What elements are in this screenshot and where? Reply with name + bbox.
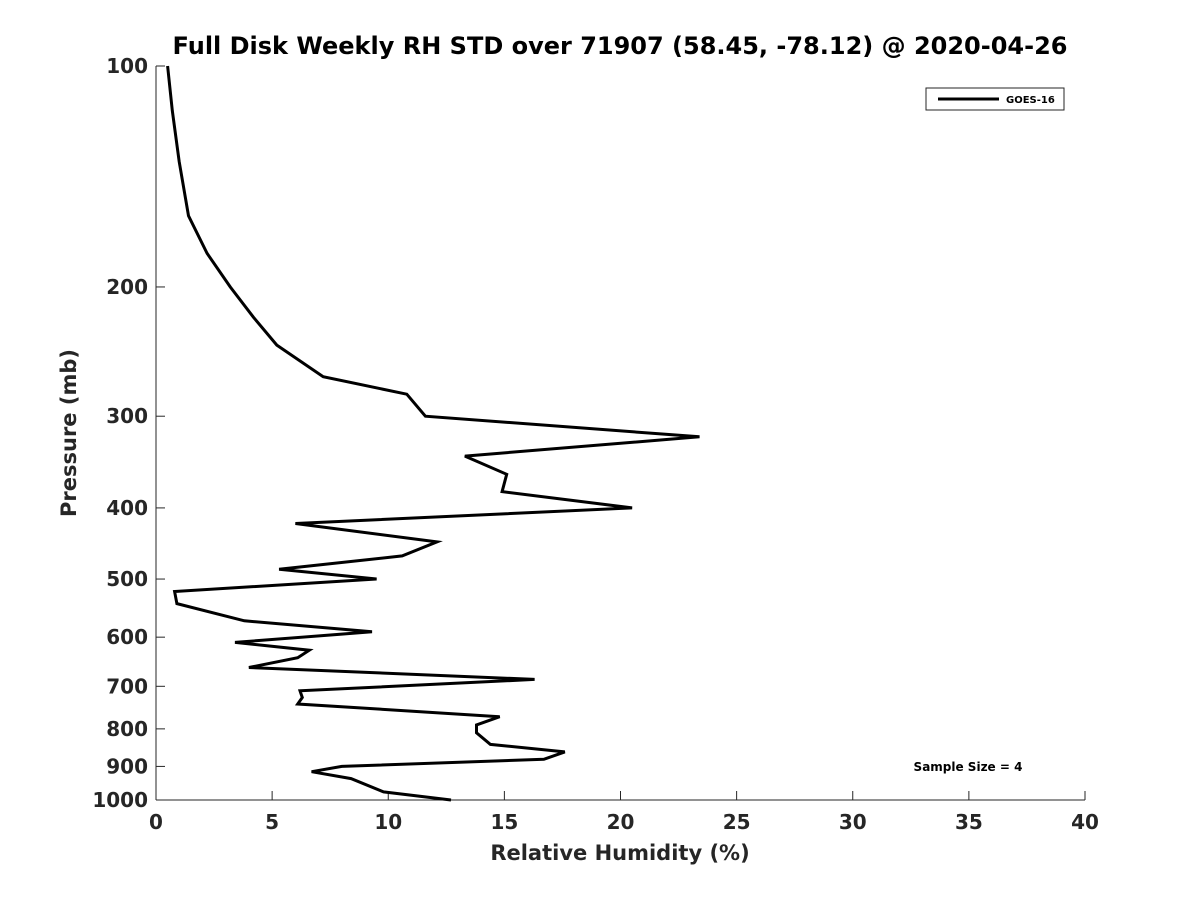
x-tick-label: 35 — [955, 810, 983, 834]
x-tick-label: 40 — [1071, 810, 1099, 834]
y-tick-label: 800 — [106, 717, 148, 741]
series-line-goes-16 — [166, 65, 700, 802]
x-ticks: 0 5 10 15 20 25 30 35 40 — [149, 791, 1099, 834]
x-tick-label: 25 — [723, 810, 751, 834]
chart-title: Full Disk Weekly RH STD over 71907 (58.4… — [173, 32, 1068, 60]
y-tick-label: 400 — [106, 496, 148, 520]
legend-label-goes-16: GOES-16 — [1006, 95, 1055, 106]
y-ticks: 100 200 300 400 500 600 700 800 900 1000 — [92, 54, 165, 812]
y-tick-label: 700 — [106, 674, 148, 698]
legend: GOES-16 — [925, 87, 1065, 111]
sample-size-annotation: Sample Size = 4 — [914, 760, 1023, 774]
x-axis-label: Relative Humidity (%) — [490, 841, 749, 865]
x-tick-label: 0 — [149, 810, 163, 834]
y-tick-label: 200 — [106, 275, 148, 299]
y-tick-label: 1000 — [92, 788, 148, 812]
y-tick-label: 500 — [106, 567, 148, 591]
x-tick-label: 15 — [490, 810, 518, 834]
x-tick-label: 10 — [374, 810, 402, 834]
x-tick-label: 5 — [265, 810, 279, 834]
series-group — [166, 65, 700, 802]
x-tick-label: 30 — [839, 810, 867, 834]
y-tick-label: 600 — [106, 625, 148, 649]
y-tick-label: 900 — [106, 754, 148, 778]
y-tick-label: 100 — [106, 54, 148, 78]
x-tick-label: 20 — [607, 810, 635, 834]
y-axis-label: Pressure (mb) — [57, 349, 81, 517]
y-tick-label: 300 — [106, 404, 148, 428]
